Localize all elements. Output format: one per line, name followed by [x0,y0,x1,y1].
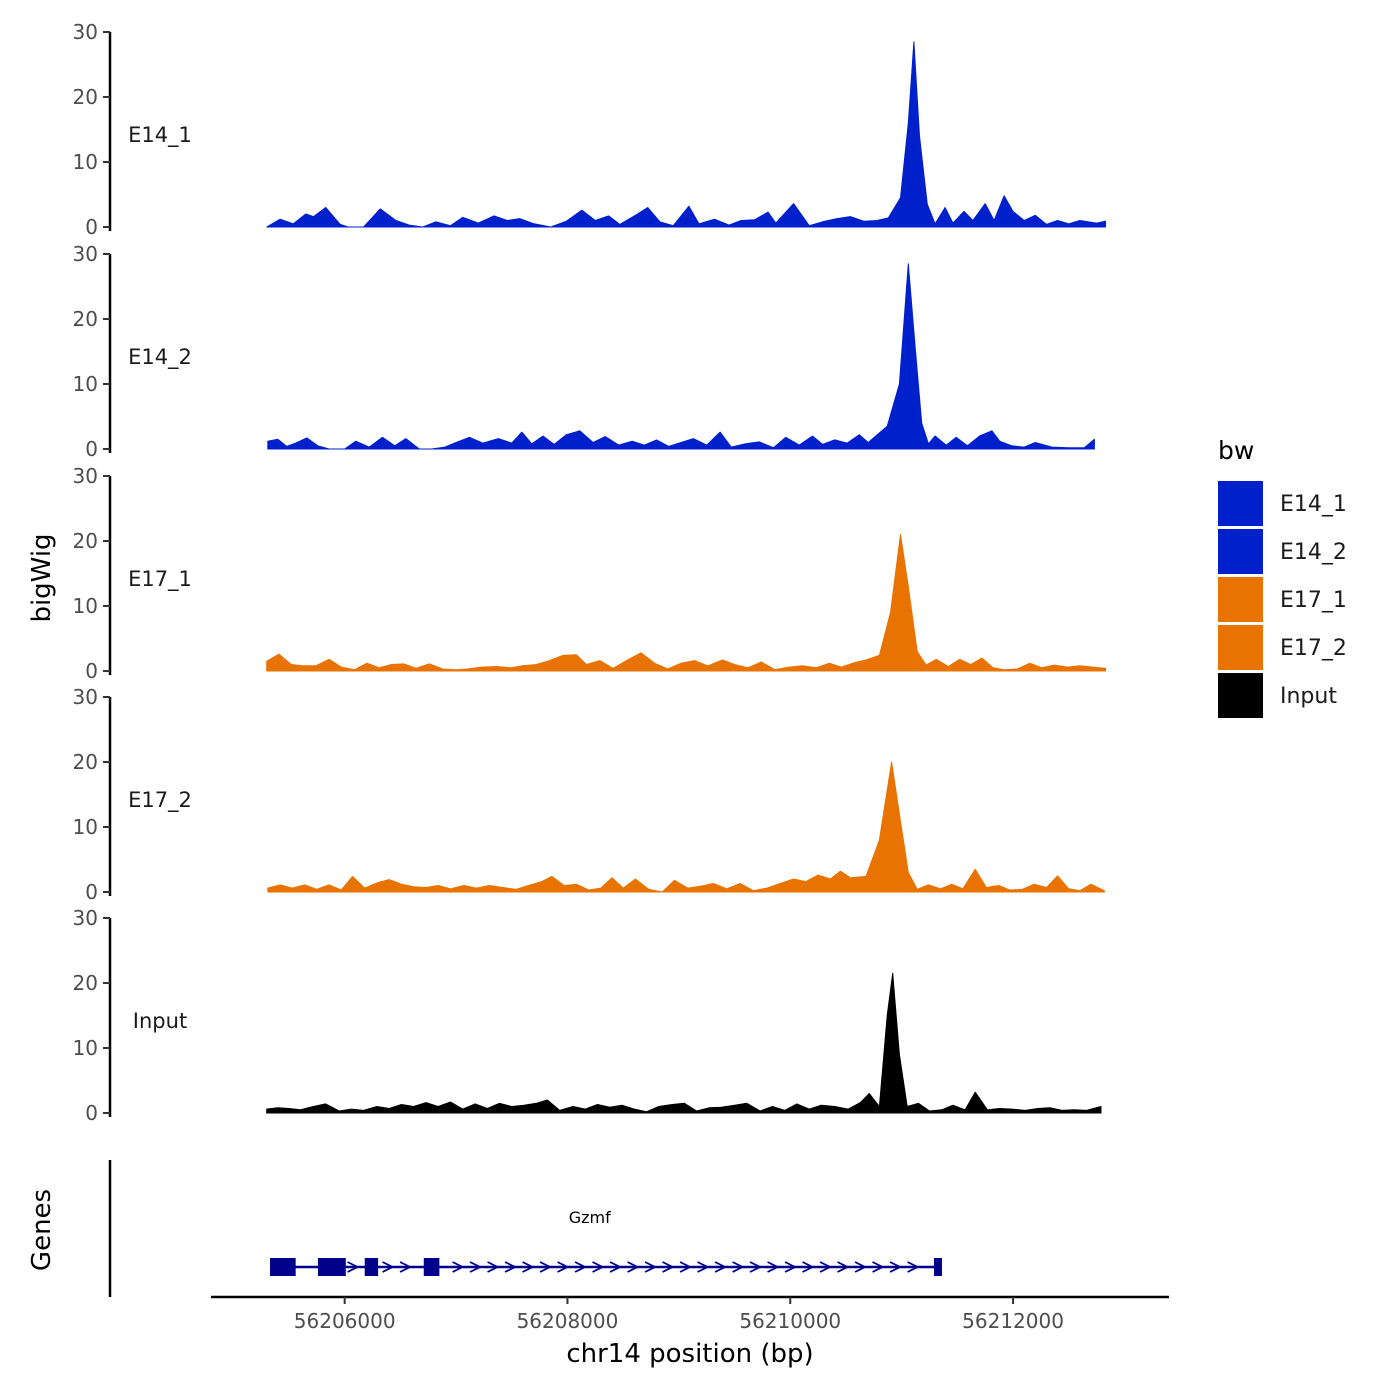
strand-arrow [697,1261,710,1273]
track-label: E14_2 [128,345,192,370]
legend-swatch-e17-2 [1218,625,1263,670]
y-tick-label: 30 [73,464,98,488]
signal-area-input [266,972,1102,1114]
y-tick-label: 10 [73,815,98,839]
gene-exon [270,1258,296,1276]
y-tick-label: 30 [73,906,98,930]
track-input: 0 10 20 30 Input [73,906,1102,1125]
strand-arrow [644,1261,658,1273]
legend-swatch-input [1218,673,1263,718]
x-tick-label: 56206000 [294,1309,396,1333]
strand-arrow [907,1261,920,1273]
track-label: E17_1 [128,567,192,592]
gene-label: Gzmf [569,1208,611,1227]
gene-exon [423,1258,440,1276]
y-tick-label: 10 [73,372,98,396]
y-tick-label: 20 [73,307,98,331]
strand-arrow [609,1261,623,1273]
y-tick-label: 0 [85,1101,98,1125]
signal-area-e14-2 [267,263,1095,450]
y-tick-label: 20 [73,750,98,774]
legend-label: E14_1 [1280,492,1347,517]
y-tick-label: 20 [73,529,98,553]
signal-area-e17-1 [266,534,1106,672]
x-tick-label: 56208000 [517,1309,619,1333]
legend-swatch-e14-2 [1218,529,1263,574]
y-tick-label: 30 [73,685,98,709]
strand-arrow [732,1261,745,1273]
y-tick-label: 30 [73,242,98,266]
y-tick-label: 10 [73,1036,98,1060]
legend-label: E14_2 [1280,540,1347,565]
y-tick-label: 0 [85,215,98,239]
legend-label: Input [1280,684,1337,709]
strand-arrow [802,1261,815,1273]
strand-arrow [837,1261,850,1273]
strand-arrow [679,1261,693,1273]
track-label: Input [133,1009,187,1033]
track-e17-2: 0 10 20 30 E17_2 [73,685,1105,904]
gene-exon [317,1258,346,1276]
strand-arrow [522,1261,535,1273]
strand-arrow [767,1261,780,1273]
legend-title: bw [1218,436,1254,465]
strand-arrow [784,1261,798,1273]
strand-arrow [819,1261,833,1273]
legend-swatch-e17-1 [1218,577,1263,622]
strand-arrow [627,1261,640,1273]
strand-arrow [347,1261,360,1273]
strand-arrow [749,1261,763,1273]
strand-arrow [889,1261,903,1273]
y-tick-label: 0 [85,437,98,461]
strand-arrow [854,1261,868,1273]
y-tick-label: 20 [73,85,98,109]
strand-arrow [872,1261,885,1273]
y-tick-label: 0 [85,880,98,904]
tracks-layer: 0 10 20 30 E14_1 0 10 20 30 E14_2 0 10 20 30 E17_1 0 10 2… [73,20,1106,1125]
gene-exon [364,1258,379,1276]
y-tick-label: 10 [73,150,98,174]
legend-swatch-e14-1 [1218,481,1263,526]
x-tick-label: 56210000 [739,1309,841,1333]
signal-area-e14-1 [266,41,1106,228]
strand-arrow [399,1261,413,1273]
y-tick-label: 30 [73,20,98,44]
strand-arrow [504,1261,518,1273]
y-tick-label: 20 [73,971,98,995]
y-tick-label: 0 [85,659,98,683]
gene-exon [933,1258,942,1276]
track-e14-2: 0 10 20 30 E14_2 [73,242,1095,461]
strand-arrow [382,1261,395,1273]
strand-arrow [452,1261,465,1273]
track-e14-1: 0 10 20 30 E14_1 [73,20,1106,239]
x-axis: 56206000 56208000 56210000 56212000 [211,1295,1169,1333]
y-tick-label: 10 [73,594,98,618]
strand-arrow [557,1261,570,1273]
strand-arrow [574,1261,588,1273]
strand-arrow [469,1261,483,1273]
genes-panel: Gzmf [108,1160,942,1297]
track-label: E14_1 [128,123,192,148]
strand-arrow [714,1261,728,1273]
y-axis-title: bigWig [27,533,57,622]
x-tick-label: 56212000 [962,1309,1064,1333]
gene-gzmf: Gzmf [270,1208,942,1276]
legend-label: E17_1 [1280,588,1347,613]
track-e17-1: 0 10 20 30 E17_1 [73,464,1106,683]
strand-arrow [592,1261,605,1273]
track-label: E17_2 [128,788,192,813]
x-axis-title: chr14 position (bp) [566,1339,813,1369]
strand-arrow [539,1261,553,1273]
strand-arrow [487,1261,500,1273]
strand-arrow [662,1261,675,1273]
signal-area-e17-2 [267,761,1105,893]
legend-label: E17_2 [1280,636,1347,661]
legend: bw E14_1 E14_2 E17_1 E17_2 Input [1218,436,1347,718]
genes-panel-title: Genes [27,1189,57,1271]
